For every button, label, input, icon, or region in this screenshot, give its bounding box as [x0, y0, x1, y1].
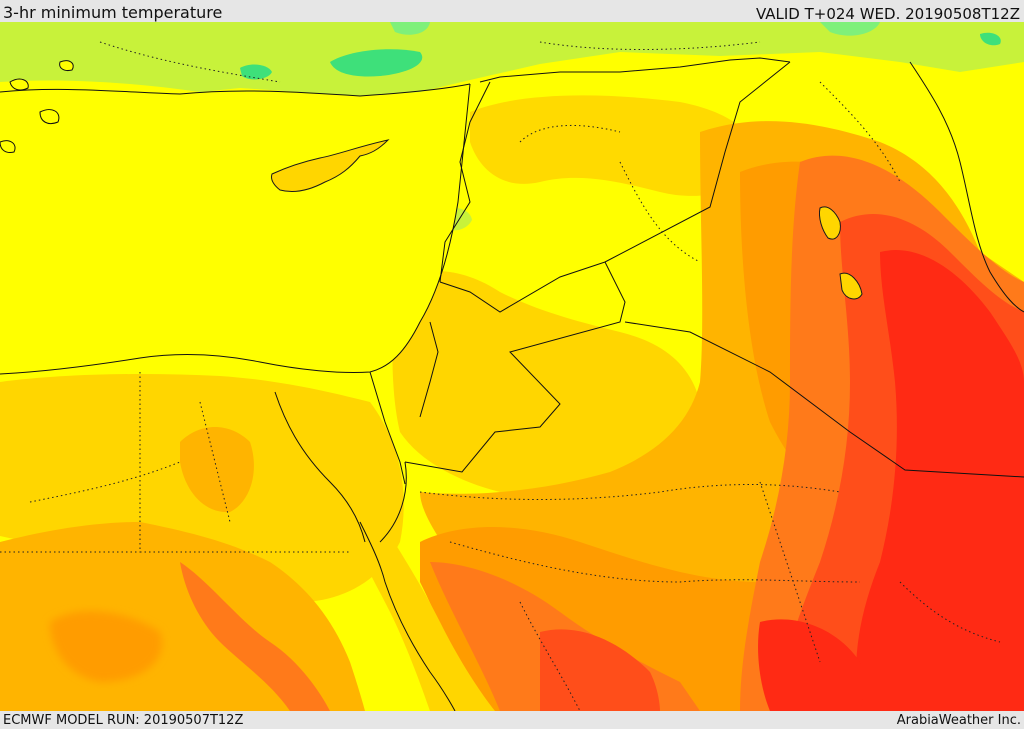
field-red-core-south [758, 619, 864, 711]
map-header: 3-hr minimum temperature VALID T+024 WED… [0, 0, 1024, 23]
field-yellow-orange-levant [392, 271, 700, 496]
aegean-islands [0, 60, 74, 153]
gulf-lake-2 [839, 272, 863, 300]
field-yellow-orange-syria [470, 95, 760, 196]
coastlines [0, 57, 1024, 711]
credit-label: ArabiaWeather Inc. [896, 713, 1021, 728]
temperature-map[interactable] [0, 22, 1024, 711]
field-green-north-3 [390, 22, 430, 35]
field-green-north-4 [820, 22, 880, 36]
cyprus-island [271, 139, 390, 193]
admin-borders [0, 41, 1001, 711]
model-run-label: ECMWF MODEL RUN: 20190507T12Z [3, 713, 244, 728]
country-borders [369, 61, 1024, 485]
field-green-north-2 [240, 64, 272, 80]
map-title: 3-hr minimum temperature [3, 3, 223, 22]
field-orange-dark-sudan [180, 562, 330, 711]
valid-time-label: VALID T+024 WED. 20190508T12Z [755, 5, 1020, 23]
map-footer: ECMWF MODEL RUN: 20190507T12Z ArabiaWeat… [0, 711, 1024, 729]
red-sea [355, 527, 495, 711]
gulf-lake-1 [819, 206, 841, 240]
field-green-north-1 [330, 49, 423, 77]
field-green-north-5 [980, 32, 1001, 46]
field-orange-sinai [180, 427, 254, 513]
mediterranean-sea [0, 80, 470, 374]
field-orange-egypt-blobs [50, 611, 162, 682]
field-red-core-iraq [856, 250, 1024, 711]
field-red-orange-south [540, 629, 660, 711]
